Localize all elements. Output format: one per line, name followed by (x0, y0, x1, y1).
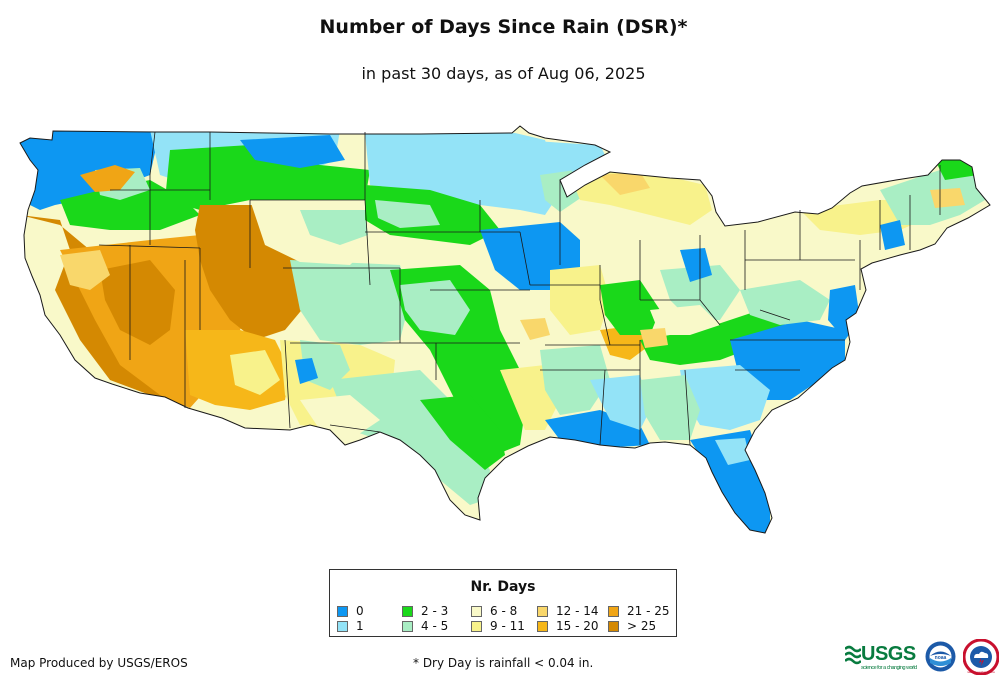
region-montana-blue (240, 135, 345, 168)
legend-item: > 25 (608, 619, 656, 633)
legend-item: 6 - 8 (471, 604, 517, 618)
legend-title: Nr. Days (470, 579, 536, 595)
legend-swatch (337, 620, 348, 632)
region-ne-yellow-patch (930, 188, 965, 208)
region-montana-green (165, 145, 370, 210)
legend-swatch (337, 605, 348, 617)
region-wyoming-lightgreen (300, 210, 368, 245)
usgs-wordmark: USGS (861, 643, 916, 665)
legend-label: 2 - 3 (421, 604, 449, 618)
region-nevada-brown (100, 260, 175, 345)
legend-label: 9 - 11 (490, 619, 525, 633)
nws-cloud (974, 651, 989, 658)
legend-item: 21 - 25 (608, 604, 670, 618)
legend-item: 15 - 20 (537, 619, 599, 633)
legend-swatch (402, 605, 413, 617)
region-ky-orange (640, 328, 668, 348)
region-dakotas-lightgreen (375, 200, 440, 228)
region-pnw-coast-0 (20, 130, 160, 210)
usgs-wave-2 (845, 651, 861, 659)
legend-item: 2 - 3 (402, 604, 448, 618)
region-alabama-lightgreen (640, 375, 700, 440)
region-nevada-yellow-patch (60, 250, 110, 290)
legend-swatch (537, 620, 548, 632)
legend-label: 0 (356, 604, 364, 618)
legend-swatch (471, 620, 482, 632)
legend-item: 4 - 5 (402, 619, 448, 633)
region-georgia-lightblue (680, 365, 770, 430)
usgs-logo: USGS science for a changing world (845, 643, 920, 673)
legend-swatch (608, 605, 619, 617)
noaa-gull (930, 651, 951, 656)
noaa-wave (930, 658, 951, 666)
region-arizona-lightyellow (230, 350, 280, 395)
region-illinois-green (600, 280, 660, 335)
legend-label: 4 - 5 (421, 619, 449, 633)
region-ok-orange (520, 318, 550, 340)
legend-item: 1 (337, 619, 364, 633)
region-ne-blue-strip (880, 220, 905, 250)
nws-logo-icon: national weather service (963, 639, 999, 675)
dry-day-note: * Dry Day is rainfall < 0.04 in. (413, 656, 594, 670)
usgs-wave-3 (845, 657, 861, 665)
noaa-wordmark: noaa (935, 655, 947, 661)
region-missouri-yellow (550, 265, 610, 335)
nws-bolt (979, 658, 984, 666)
region-ohio-blue (680, 248, 712, 282)
usgs-tagline: science for a changing world (861, 665, 917, 671)
region-maine-green (935, 160, 978, 180)
noaa-logo-icon: noaa (925, 641, 956, 672)
region-mississippi-lightblue (590, 375, 650, 430)
nws-wordmark: national weather service (967, 670, 996, 674)
region-pnw-orange-patch (80, 165, 135, 192)
legend-item: 9 - 11 (471, 619, 525, 633)
region-michigan-upper-yellow (600, 172, 650, 195)
usgs-wave-1 (845, 645, 861, 653)
region-pnw-green (60, 180, 200, 230)
region-kentucky-pale (650, 305, 720, 335)
region-michigan-pale (570, 170, 712, 225)
legend-label: 15 - 20 (556, 619, 599, 633)
legend-item: 0 (337, 604, 364, 618)
region-colorado-lightgreen (290, 260, 410, 345)
region-tennessee-green (640, 310, 790, 365)
region-texas-green (420, 395, 505, 470)
legend-swatch (402, 620, 413, 632)
legend-swatch (608, 620, 619, 632)
region-virginia-lightgreen (740, 280, 830, 325)
legend-label: 6 - 8 (490, 604, 518, 618)
border-line (98, 131, 941, 446)
map-title: Number of Days Since Rain (DSR)* (319, 16, 688, 38)
legend-label: > 25 (627, 619, 657, 633)
map-credit: Map Produced by USGS/EROS (10, 656, 188, 670)
legend-swatch (471, 605, 482, 617)
region-florida-lightblue (715, 438, 750, 465)
region-nm-blue (295, 358, 318, 384)
legend-label: 1 (356, 619, 364, 633)
legend-item: 12 - 14 (537, 604, 599, 618)
legend-label: 21 - 25 (627, 604, 670, 618)
region-arkansas-lightgreen (540, 345, 610, 415)
map-subtitle: in past 30 days, as of Aug 06, 2025 (361, 64, 646, 83)
legend-swatch (537, 605, 548, 617)
state-borders (98, 131, 941, 446)
legend-label: 12 - 14 (556, 604, 599, 618)
usgs-wave-icon (845, 645, 861, 665)
region-kansas-lightgreen (400, 280, 470, 335)
